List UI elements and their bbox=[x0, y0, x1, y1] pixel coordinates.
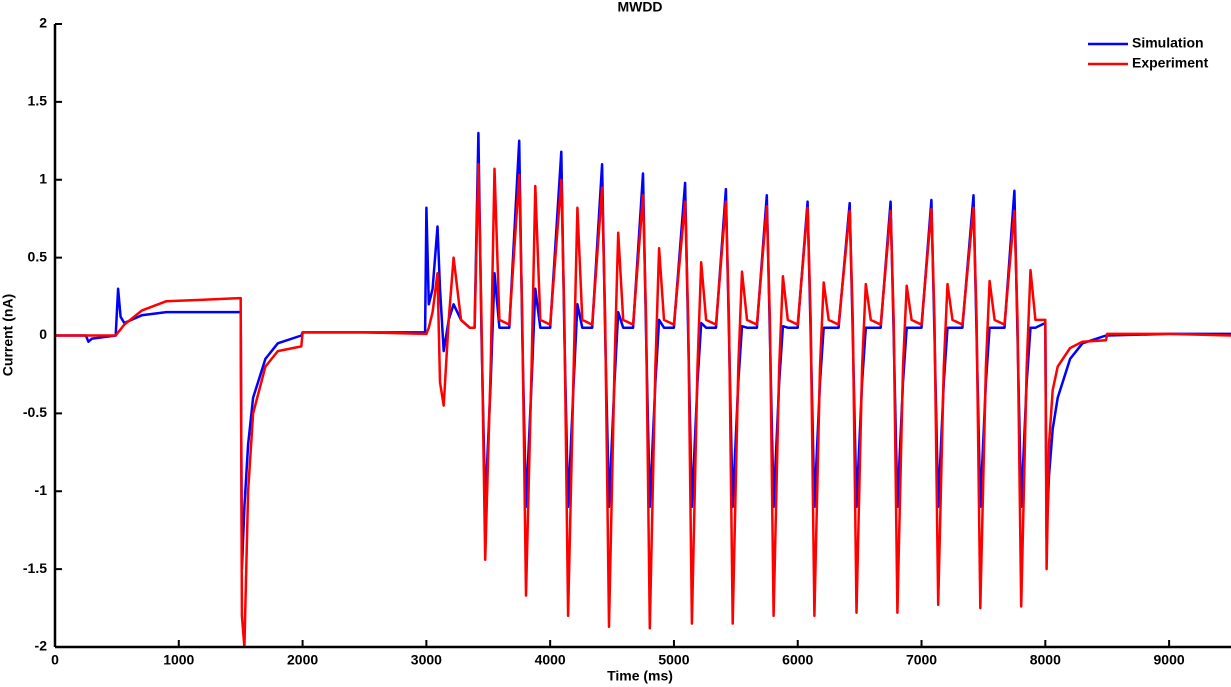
y-tick-label: -1.5 bbox=[23, 560, 47, 576]
y-tick-label: -0.5 bbox=[23, 404, 47, 420]
y-tick-label: 2 bbox=[39, 15, 47, 31]
y-tick-label: -1 bbox=[35, 482, 48, 498]
x-tick-label: 1000 bbox=[163, 652, 194, 668]
x-tick-label: 2000 bbox=[287, 652, 318, 668]
x-tick-label: 6000 bbox=[782, 652, 813, 668]
y-tick-label: 0.5 bbox=[28, 248, 48, 264]
x-axis-label: Time (ms) bbox=[607, 668, 673, 684]
legend-label: Experiment bbox=[1132, 55, 1209, 71]
x-tick-label: 8000 bbox=[1030, 652, 1061, 668]
x-tick-label: 4000 bbox=[535, 652, 566, 668]
x-tick-label: 0 bbox=[51, 652, 59, 668]
x-tick-label: 5000 bbox=[658, 652, 689, 668]
y-axis-label: Current (nA) bbox=[0, 294, 16, 376]
x-tick-label: 9000 bbox=[1154, 652, 1185, 668]
y-tick-label: 1 bbox=[39, 170, 47, 186]
y-tick-label: 0 bbox=[39, 326, 47, 342]
x-tick-label: 3000 bbox=[411, 652, 442, 668]
legend-label: Simulation bbox=[1132, 35, 1204, 51]
x-tick-label: 7000 bbox=[906, 652, 937, 668]
y-tick-label: -2 bbox=[35, 638, 48, 654]
series-line bbox=[55, 162, 1231, 649]
chart-title: MWDD bbox=[617, 0, 662, 15]
y-tick-label: 1.5 bbox=[28, 93, 48, 109]
